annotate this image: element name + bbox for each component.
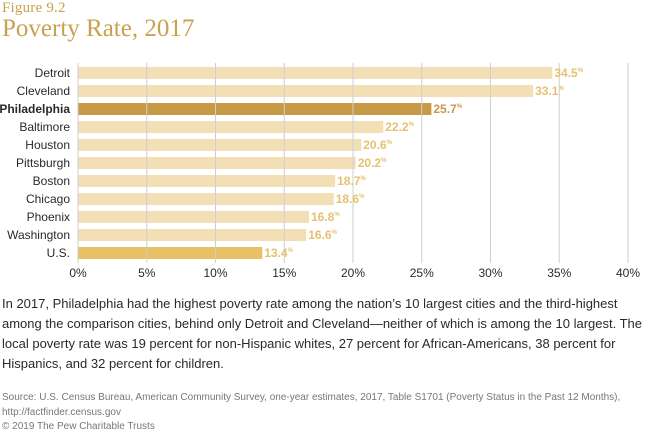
chart-title: Poverty Rate, 2017 <box>2 15 195 42</box>
category-label: Philadelphia <box>0 102 70 116</box>
bar-boston <box>78 175 336 187</box>
x-tick-label: 30% <box>478 266 502 280</box>
bar-houston <box>78 139 362 151</box>
x-tick-label: 40% <box>616 266 640 280</box>
value-label: 22.2% <box>385 120 414 134</box>
category-label: Chicago <box>26 192 70 206</box>
value-label: 18.7% <box>337 174 366 188</box>
bar-philadelphia <box>78 103 432 115</box>
figure-label: Figure 9.2 <box>2 0 66 16</box>
x-tick-label: 5% <box>138 266 156 280</box>
value-label: 16.6% <box>308 228 337 242</box>
x-tick-label: 35% <box>547 266 571 280</box>
category-label: Baltimore <box>19 120 70 134</box>
x-tick-label: 0% <box>69 266 87 280</box>
value-label: 20.6% <box>363 138 392 152</box>
value-label: 16.8% <box>311 210 340 224</box>
x-tick-label: 20% <box>341 266 365 280</box>
value-label: 25.7% <box>433 102 462 116</box>
bar-chart: 0% 5% 10% 15% 20% 25% 30% 35% 40% Detroit 34.5% Cle… <box>0 63 640 280</box>
value-label: 13.4% <box>264 246 293 260</box>
bar-washington <box>78 229 307 241</box>
bar-u-s <box>78 247 263 259</box>
value-label: 33.1% <box>535 84 564 98</box>
source-note: Source: U.S. Census Bureau, American Com… <box>2 392 621 418</box>
bar-detroit <box>78 67 553 79</box>
category-label: Cleveland <box>17 84 70 98</box>
x-tick-label: 10% <box>203 266 227 280</box>
bar-cleveland <box>78 85 534 97</box>
value-label: 20.2% <box>358 156 387 170</box>
value-label: 18.6% <box>336 192 365 206</box>
category-label: Houston <box>25 138 70 152</box>
value-label: 34.5% <box>554 66 583 80</box>
category-label: U.S. <box>47 246 70 260</box>
bar-pittsburgh <box>78 157 356 169</box>
category-label: Pittsburgh <box>16 156 70 170</box>
chart-caption: In 2017, Philadelphia had the highest po… <box>2 296 643 371</box>
category-label: Washington <box>7 228 70 242</box>
x-tick-label: 25% <box>410 266 434 280</box>
bar-phoenix <box>78 211 309 223</box>
category-label: Boston <box>33 174 70 188</box>
category-label: Detroit <box>35 66 71 80</box>
category-label: Phoenix <box>27 210 70 224</box>
bar-chicago <box>78 193 334 205</box>
bar-baltimore <box>78 121 384 133</box>
copyright-notice: © 2019 The Pew Charitable Trusts <box>2 421 155 432</box>
x-tick-label: 15% <box>272 266 296 280</box>
